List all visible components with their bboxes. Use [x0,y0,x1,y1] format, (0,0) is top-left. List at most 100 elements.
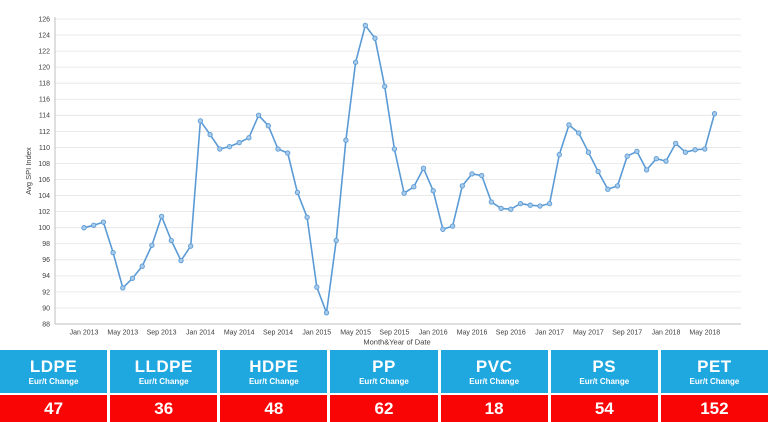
data-point-marker [333,237,339,244]
y-tick-label: 112 [39,129,50,136]
data-point-marker [129,275,136,281]
data-point-marker [508,206,514,212]
polymer-name: PET [697,356,732,376]
price-table-column-ldpe: LDPE Eur/t Change 47 [0,350,108,422]
price-table-column-ps: PS Eur/t Change 54 [550,350,658,422]
x-tick-label: Sep 2014 [263,330,293,337]
y-tick-label: 114 [39,113,50,120]
spi-index-series-line [83,24,716,314]
data-point-marker [488,199,495,205]
x-tick-label: Jan 2014 [186,330,215,337]
polymer-name: PS [592,356,617,376]
x-tick-label: May 2015 [340,330,371,337]
data-point-marker [556,151,562,158]
price-table-column-hdpe: HDPE Eur/t Change 48 [220,350,328,422]
y-tick-label: 100 [38,225,50,232]
x-tick-label: Sep 2017 [612,330,642,337]
y-axis-title: Avg SPI Index [24,147,33,195]
y-tick-label: 90 [42,305,50,312]
data-point-marker [110,249,116,256]
polymer-header-cell: PS Eur/t Change [550,350,658,393]
data-point-marker [440,226,446,232]
y-tick-label: 122 [38,49,50,56]
change-unit-label: Eur/t Change [248,377,299,387]
change-value-cell: 48 [220,395,328,422]
data-point-marker [343,137,349,143]
data-point-marker [643,167,650,173]
x-tick-label: Jan 2017 [535,330,564,337]
x-tick-label: Jan 2016 [419,330,448,337]
price-table-column-pvc: PVC Eur/t Change 18 [440,350,548,422]
y-tick-label: 88 [42,321,50,328]
change-unit-label: Eur/t Change [689,377,740,387]
x-tick-label: Sep 2013 [147,330,177,337]
data-point-marker [323,310,330,316]
data-point-marker [702,146,708,152]
data-point-marker [537,203,543,209]
x-tick-label: May 2013 [107,330,138,337]
y-tick-label: 98 [42,241,50,248]
x-tick-label: May 2014 [224,330,255,337]
data-point-marker [391,146,398,152]
data-point-marker [372,35,378,41]
data-point-marker [314,284,320,290]
data-point-marker [197,118,204,124]
polymer-header-cell: LLDPE Eur/t Change [110,350,218,393]
data-point-marker [692,147,698,153]
data-point-marker [217,146,223,152]
y-tick-label: 108 [38,161,50,168]
data-point-marker [517,200,524,207]
data-point-marker [265,123,271,129]
data-point-marker [411,184,417,190]
data-point-marker [634,148,640,155]
x-axis-title: Month&Year of Date [363,338,430,347]
change-value-cell: 152 [660,395,768,422]
data-point-marker [188,243,194,249]
change-unit-label: Eur/t Change [579,377,630,387]
data-point-marker [285,150,291,156]
y-tick-label: 104 [38,193,50,200]
x-tick-label: May 2018 [689,330,720,337]
data-point-marker [255,112,262,118]
data-point-marker [614,183,621,189]
data-point-marker [120,285,126,291]
data-point-marker [682,149,689,155]
y-tick-label: 126 [38,16,50,23]
data-point-marker [624,153,630,159]
change-unit-label: Eur/t Change [469,377,520,387]
change-unit-label: Eur/t Change [359,377,409,387]
data-point-marker [605,186,611,192]
polymer-name: LDPE [29,356,78,376]
data-point-marker [469,171,475,177]
change-value-cell: 18 [440,395,548,422]
change-unit-label: Eur/t Change [138,377,189,387]
y-tick-label: 120 [38,65,50,72]
x-tick-label: Sep 2016 [496,330,526,337]
x-tick-label: Jan 2018 [652,330,681,337]
data-point-marker [401,190,407,196]
data-point-marker [294,189,301,196]
data-point-marker [430,188,436,194]
data-point-marker [653,156,659,162]
data-point-marker [576,130,582,136]
change-value-cell: 54 [550,395,658,422]
data-point-marker [595,168,601,175]
change-value-cell: 62 [330,395,438,422]
data-point-marker [527,202,533,208]
polymer-header-cell: HDPE Eur/t Change [220,350,328,393]
polymer-header-cell: PVC Eur/t Change [440,350,548,393]
data-point-marker [304,214,310,220]
y-tick-label: 116 [39,97,50,104]
data-point-marker [566,122,572,128]
data-point-marker [149,242,155,248]
data-point-marker [91,222,97,228]
y-tick-label: 92 [42,289,50,296]
data-point-marker [420,165,427,171]
spi-index-line-chart: 88 90 92 94 96 98 100 102 104 106 108 110 112 114 116 1… [24,16,741,347]
x-tick-label: May 2016 [457,330,488,337]
polymer-name: PP [372,356,396,376]
change-unit-label: Eur/t Change [28,377,79,387]
data-point-marker [449,223,456,229]
x-tick-label: May 2017 [573,330,604,337]
data-point-marker [459,183,465,189]
